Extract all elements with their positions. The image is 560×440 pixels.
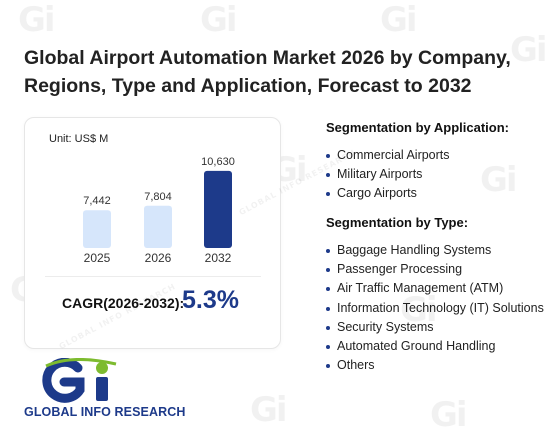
bar-2025: [83, 210, 111, 248]
chart-card: Unit: US$ M 7,442 2025 7,804 2026 10,630 2032…: [24, 117, 281, 349]
logo-text: GLOBAL INFO RESEARCH: [24, 405, 186, 419]
cagr-value: 5.3%: [182, 286, 239, 314]
page-title: Global Airport Automation Market 2026 by…: [24, 47, 511, 97]
watermark-logo: Gi: [430, 395, 468, 435]
application-heading: Segmentation by Application:: [326, 120, 509, 135]
type-segmentation: Segmentation by Type: Baggage Handling S…: [326, 215, 546, 375]
x-tick-label: 2025: [84, 251, 111, 265]
list-item: Baggage Handling Systems: [326, 241, 546, 260]
list-item: Cargo Airports: [326, 184, 546, 203]
chart-unit-label: Unit: US$ M: [49, 133, 109, 145]
list-item: Military Airports: [326, 165, 546, 184]
list-item: Air Traffic Management (ATM): [326, 279, 546, 298]
logo-mark-icon: [42, 357, 117, 403]
watermark-logo: Gi: [380, 0, 418, 40]
type-heading: Segmentation by Type:: [326, 215, 469, 230]
list-item: Automated Ground Handling: [326, 337, 546, 356]
bar-value-label: 10,630: [201, 156, 235, 168]
x-tick-label: 2032: [205, 251, 232, 265]
application-segmentation: Segmentation by Application: Commercial …: [326, 120, 546, 204]
bar-2026: [144, 205, 172, 248]
bar-2032: [204, 170, 232, 248]
bar-value-label: 7,442: [83, 195, 111, 207]
watermark-logo: Gi: [200, 0, 238, 40]
chart-divider: [45, 276, 261, 277]
cagr-label: CAGR(2026-2032):: [62, 295, 185, 311]
list-item: Passenger Processing: [326, 260, 546, 279]
list-item: Security Systems: [326, 318, 546, 337]
bar-chart: 7,442 2025 7,804 2026 10,630 2032: [83, 156, 235, 265]
list-item: Commercial Airports: [326, 146, 546, 165]
type-list: Baggage Handling Systems Passenger Proce…: [326, 241, 546, 375]
company-logo: GLOBAL INFO RESEARCH: [24, 357, 194, 424]
x-tick-label: 2026: [145, 251, 172, 265]
bar-value-label: 7,804: [144, 191, 172, 203]
list-item: Information Technology (IT) Solutions: [326, 299, 546, 318]
watermark-logo: Gi: [18, 0, 56, 40]
application-list: Commercial Airports Military Airports Ca…: [326, 146, 546, 204]
watermark-logo: Gi: [250, 390, 288, 430]
list-item: Others: [326, 356, 546, 375]
